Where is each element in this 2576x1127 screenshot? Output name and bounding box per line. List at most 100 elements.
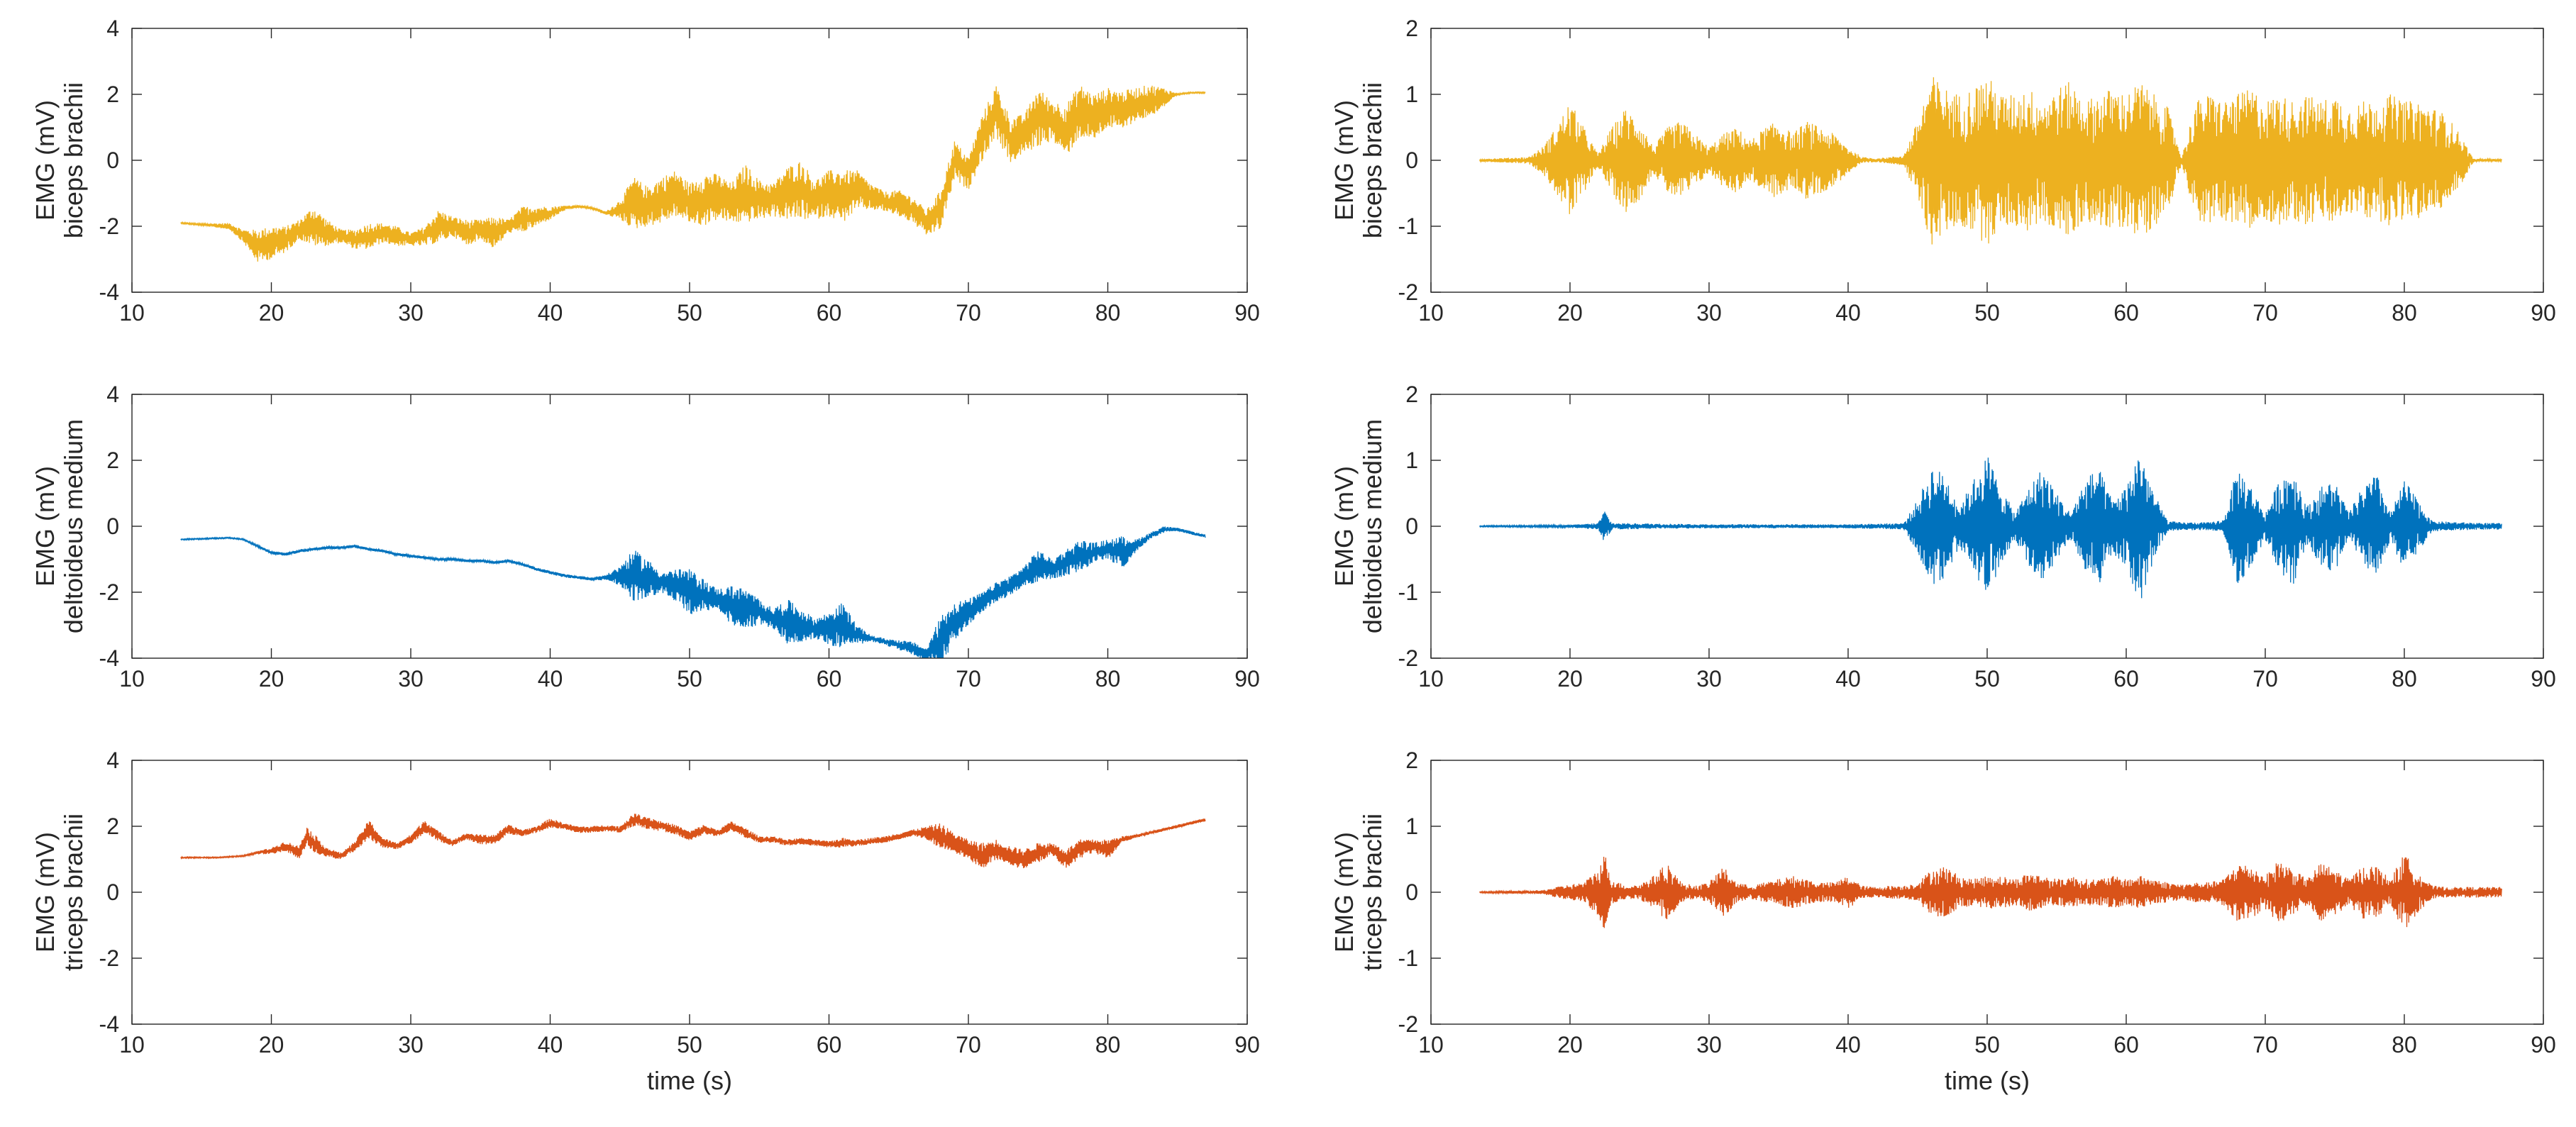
y-axis-label-line: EMG (mV) (31, 100, 60, 221)
x-tick-label: 20 (1557, 666, 1583, 692)
y-axis-label: EMG (mV)deltoideus medium (31, 419, 88, 633)
x-tick-label: 20 (259, 1032, 284, 1057)
y-axis-label-line: triceps brachii (59, 814, 88, 971)
y-axis-label-line: triceps brachii (1358, 814, 1387, 971)
emg-signal-line (180, 814, 1206, 869)
y-tick-label: 4 (106, 382, 119, 407)
y-axis-label-line: EMG (mV) (31, 466, 60, 587)
y-axis-label-line: EMG (mV) (1330, 466, 1359, 587)
y-tick-label: 4 (106, 748, 119, 773)
emg-signal-line (1478, 77, 2502, 245)
axes-box (131, 28, 1248, 293)
panel-raw-biceps: 10 20 30 40 50 60 70 80 90 -4 -2 0 2 4 EMG (mV)biceps … (31, 16, 1260, 326)
x-tick-label: 50 (677, 1032, 702, 1057)
x-tick-label: 30 (398, 1032, 424, 1057)
y-tick-label: 1 (1405, 448, 1418, 473)
y-axis-label: EMG (mV)biceps brachii (1330, 82, 1387, 238)
x-tick-label: 30 (398, 666, 424, 692)
y-tick-label: 2 (106, 448, 119, 473)
x-tick-label: 80 (2392, 300, 2417, 326)
x-tick-label: 40 (1835, 1032, 1861, 1057)
y-tick-label: 2 (1405, 382, 1418, 407)
x-tick-label: 90 (2531, 666, 2556, 692)
x-tick-label: 50 (1974, 300, 2000, 326)
y-axis-label-line: EMG (mV) (31, 832, 60, 953)
x-tick-label: 50 (677, 666, 702, 692)
y-tick-label: 0 (1405, 513, 1418, 539)
y-tick-label: -4 (99, 1011, 119, 1037)
x-tick-label: 80 (1095, 666, 1121, 692)
y-tick-label: -1 (1398, 213, 1418, 239)
y-tick-label: 0 (106, 148, 119, 173)
x-tick-label: 70 (2252, 666, 2278, 692)
x-tick-label: 40 (538, 1032, 563, 1057)
x-tick-label: 80 (1095, 1032, 1121, 1057)
y-tick-label: 2 (1405, 16, 1418, 41)
x-tick-label: 30 (1696, 666, 1722, 692)
x-tick-label: 60 (2113, 300, 2139, 326)
x-tick-label: 70 (956, 300, 981, 326)
y-tick-label: -1 (1398, 579, 1418, 605)
y-tick-label: -2 (99, 213, 119, 239)
x-tick-label: 40 (1835, 300, 1861, 326)
y-tick-label: -2 (1398, 645, 1418, 671)
x-tick-label: 90 (1234, 1032, 1260, 1057)
x-tick-label: 60 (2113, 666, 2139, 692)
emg-signal-line (180, 85, 1206, 262)
y-axis-label-line: deltoideus medium (59, 419, 88, 633)
x-tick-label: 70 (2252, 300, 2278, 326)
x-tick-label: 10 (119, 1032, 145, 1057)
x-tick-label: 30 (398, 300, 424, 326)
y-axis-label: EMG (mV)biceps brachii (31, 82, 88, 238)
x-tick-label: 10 (119, 666, 145, 692)
axes-box (131, 760, 1248, 1025)
panel-filtered-triceps: 10 20 30 40 50 60 70 80 90 -2 -1 0 1 2 EMG (mV)triceps… (1330, 748, 2556, 1095)
panel-raw-deltoid: 10 20 30 40 50 60 70 80 90 -4 -2 0 2 4 EMG (mV)deltoid… (31, 382, 1260, 692)
y-tick-label: 2 (1405, 748, 1418, 773)
x-tick-label: 80 (1095, 300, 1121, 326)
emg-signal-line (1479, 856, 2502, 928)
x-tick-label: 80 (2392, 666, 2417, 692)
x-tick-label: 30 (1696, 1032, 1722, 1057)
y-tick-label: -2 (1398, 1011, 1418, 1037)
x-tick-label: 10 (1418, 1032, 1444, 1057)
x-tick-label: 30 (1696, 300, 1722, 326)
y-axis-label: EMG (mV)triceps brachii (31, 814, 88, 971)
x-axis-label: time (s) (1945, 1066, 2030, 1095)
x-tick-label: 60 (2113, 1032, 2139, 1057)
x-tick-label: 40 (538, 666, 563, 692)
x-tick-label: 90 (1234, 666, 1260, 692)
x-axis-label: time (s) (647, 1066, 732, 1095)
emg-signal-line (1479, 457, 2502, 599)
y-tick-label: 2 (106, 82, 119, 107)
x-tick-label: 40 (538, 300, 563, 326)
y-tick-label: -1 (1398, 945, 1418, 971)
y-tick-label: -2 (99, 579, 119, 605)
axes-box (131, 394, 1248, 659)
x-tick-label: 80 (2392, 1032, 2417, 1057)
x-tick-label: 20 (1557, 300, 1583, 326)
emg-signal-line (180, 526, 1206, 658)
y-axis-label: EMG (mV)deltoideus medium (1330, 419, 1387, 633)
y-axis-label-line: EMG (mV) (1330, 832, 1359, 953)
y-tick-label: 1 (1405, 82, 1418, 107)
x-tick-label: 60 (817, 1032, 842, 1057)
x-tick-label: 10 (1418, 300, 1444, 326)
panel-filtered-deltoid: 10 20 30 40 50 60 70 80 90 -2 -1 0 1 2 EMG (mV)deltoid… (1330, 382, 2556, 692)
y-tick-label: -4 (99, 279, 119, 305)
x-tick-label: 90 (2531, 1032, 2556, 1057)
y-tick-label: -2 (1398, 279, 1418, 305)
y-tick-label: 0 (1405, 879, 1418, 905)
x-tick-label: 70 (956, 1032, 981, 1057)
x-tick-label: 20 (259, 300, 284, 326)
x-tick-label: 60 (817, 666, 842, 692)
y-axis-label-line: deltoideus medium (1358, 419, 1387, 633)
y-tick-label: 1 (1405, 814, 1418, 839)
y-tick-label: -4 (99, 645, 119, 671)
x-tick-label: 40 (1835, 666, 1861, 692)
y-tick-label: 0 (106, 879, 119, 905)
y-axis-label: EMG (mV)triceps brachii (1330, 814, 1387, 971)
x-tick-label: 20 (1557, 1032, 1583, 1057)
x-tick-label: 70 (956, 666, 981, 692)
